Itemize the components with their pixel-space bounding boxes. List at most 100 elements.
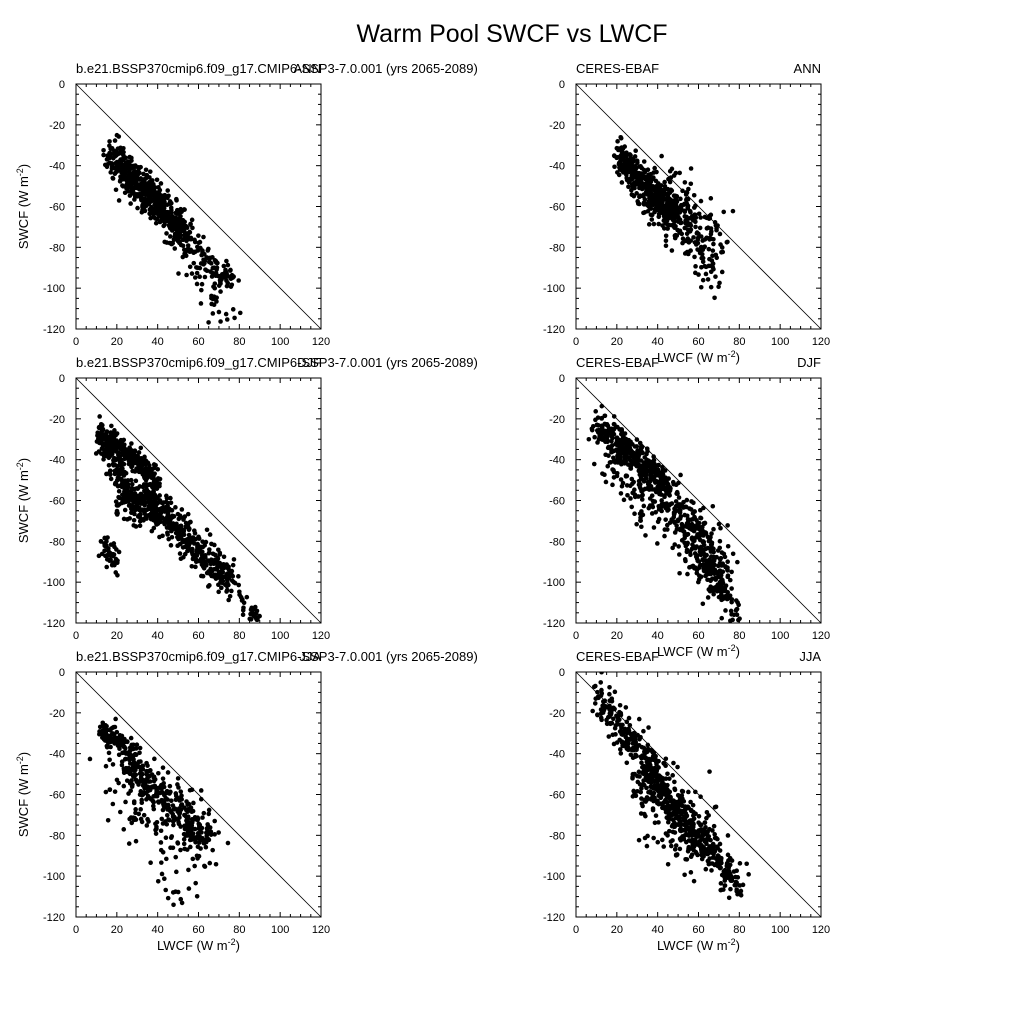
data-point [167, 223, 172, 229]
data-point [186, 538, 191, 544]
data-point [720, 249, 726, 255]
data-point [666, 214, 672, 220]
data-point [625, 493, 630, 498]
data-point [685, 205, 690, 210]
data-point [598, 711, 604, 716]
data-point [200, 573, 206, 579]
data-point [665, 476, 670, 482]
data-point [134, 763, 139, 768]
data-point [669, 799, 675, 804]
points [93, 414, 262, 623]
data-point [102, 738, 108, 743]
data-point [651, 175, 656, 180]
one-to-one-line [75, 377, 322, 624]
data-point [676, 552, 682, 557]
x-tick-label: 40 [652, 630, 664, 642]
data-point [179, 793, 184, 798]
data-point [687, 208, 693, 214]
data-point [197, 827, 203, 832]
data-point [148, 511, 154, 517]
data-point [709, 531, 714, 536]
data-point [161, 218, 167, 224]
data-point [654, 169, 659, 175]
data-point [208, 255, 213, 261]
data-point [144, 182, 150, 187]
x-tick-label: 20 [111, 924, 123, 936]
data-point [241, 605, 246, 610]
data-point [628, 496, 633, 501]
data-point [717, 280, 722, 286]
data-point [138, 491, 144, 497]
data-point [206, 320, 211, 325]
data-point [123, 756, 128, 762]
data-point [252, 604, 258, 610]
data-point [708, 577, 714, 583]
data-point [221, 554, 227, 560]
panel-left-label: CERES-EBAF [576, 61, 659, 76]
x-axis-label: LWCF (W m-2) [657, 643, 740, 659]
data-point [746, 872, 751, 877]
data-point [107, 442, 113, 448]
y-tick-label: -20 [49, 708, 65, 720]
data-point [690, 218, 696, 223]
data-point [666, 817, 672, 822]
y-tick-label: -80 [49, 536, 65, 548]
data-point [710, 560, 715, 566]
x-tick-label: 20 [611, 924, 623, 936]
data-point [725, 833, 731, 838]
data-point [669, 843, 674, 849]
data-point [111, 458, 116, 463]
data-point [170, 890, 176, 895]
data-point [688, 870, 694, 875]
x-tick-label: 80 [733, 630, 745, 642]
data-point [692, 831, 698, 836]
data-point [231, 557, 237, 562]
data-point [186, 532, 192, 538]
data-point [728, 608, 734, 614]
data-point [598, 715, 604, 721]
data-point [115, 503, 121, 508]
data-point [206, 807, 212, 813]
data-point [719, 269, 725, 275]
data-point [203, 562, 209, 567]
data-point [159, 786, 164, 792]
data-point [145, 788, 151, 794]
data-point [729, 858, 735, 863]
data-point [114, 431, 120, 436]
data-point [677, 217, 683, 222]
data-point [158, 181, 164, 186]
data-point [107, 160, 113, 166]
data-point [178, 242, 184, 248]
x-tick-label: 0 [573, 336, 579, 348]
data-point [189, 831, 195, 836]
data-point [717, 231, 723, 237]
data-point [734, 612, 740, 618]
data-point [167, 783, 173, 789]
data-point [624, 153, 629, 159]
data-point [192, 530, 198, 536]
data-point [719, 576, 724, 582]
data-point [157, 534, 162, 540]
data-point [684, 513, 690, 519]
data-point [122, 190, 128, 196]
data-point [686, 838, 692, 843]
data-point [667, 486, 673, 491]
data-point [632, 511, 637, 516]
data-point [662, 533, 667, 539]
data-point [128, 201, 133, 206]
data-point [721, 887, 726, 892]
data-point [213, 861, 219, 867]
data-point [599, 430, 604, 436]
data-point [216, 572, 222, 577]
data-point [154, 521, 160, 527]
data-point [188, 826, 193, 831]
data-point [706, 861, 712, 867]
data-point [661, 800, 666, 806]
y-tick-label: -120 [543, 912, 565, 924]
data-point [132, 197, 137, 202]
data-point [609, 696, 615, 701]
data-point [111, 552, 117, 557]
data-point [244, 594, 250, 600]
data-point [682, 804, 688, 809]
